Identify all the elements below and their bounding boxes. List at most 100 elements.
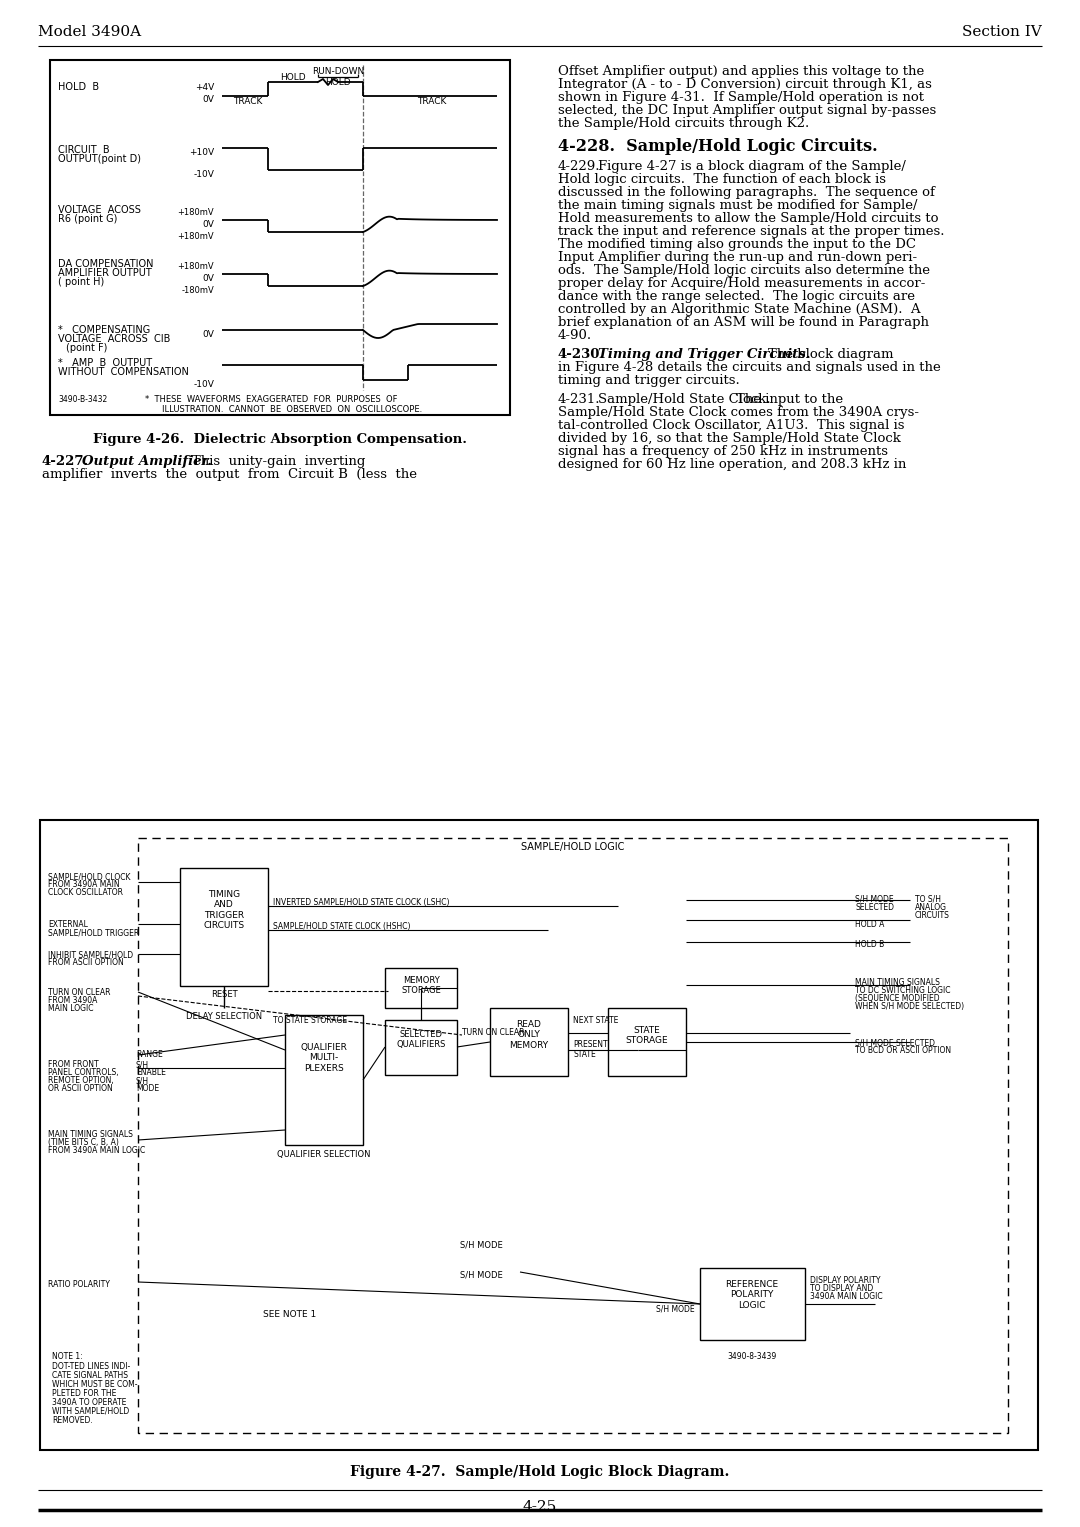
Text: DISPLAY POLARITY: DISPLAY POLARITY bbox=[810, 1277, 880, 1286]
Text: the Sample/Hold circuits through K2.: the Sample/Hold circuits through K2. bbox=[558, 118, 809, 130]
Text: SAMPLE/HOLD TRIGGER: SAMPLE/HOLD TRIGGER bbox=[48, 928, 139, 938]
Text: The modified timing also grounds the input to the DC: The modified timing also grounds the inp… bbox=[558, 238, 916, 250]
Bar bbox=[50, 60, 510, 415]
Text: FROM 3490A: FROM 3490A bbox=[48, 996, 97, 1005]
Text: the main timing signals must be modified for Sample/: the main timing signals must be modified… bbox=[558, 199, 918, 212]
Text: MODE: MODE bbox=[136, 1084, 159, 1093]
Text: divided by 16, so that the Sample/Hold State Clock: divided by 16, so that the Sample/Hold S… bbox=[558, 432, 901, 444]
Text: in Figure 4-28 details the circuits and signals used in the: in Figure 4-28 details the circuits and … bbox=[558, 360, 941, 374]
Text: The input to the: The input to the bbox=[735, 392, 843, 406]
Text: PANEL CONTROLS,: PANEL CONTROLS, bbox=[48, 1067, 119, 1077]
Text: SAMPLE/HOLD STATE CLOCK (HSHC): SAMPLE/HOLD STATE CLOCK (HSHC) bbox=[273, 922, 410, 931]
Text: CIRCUIT  B: CIRCUIT B bbox=[58, 145, 110, 156]
Text: *   AMP  B  OUTPUT: * AMP B OUTPUT bbox=[58, 357, 152, 368]
Bar bbox=[180, 867, 268, 986]
Text: PLETED FOR THE: PLETED FOR THE bbox=[52, 1390, 117, 1399]
Text: (SEQUENCE MODIFIED: (SEQUENCE MODIFIED bbox=[855, 994, 940, 1003]
Text: S/H MODE: S/H MODE bbox=[855, 895, 893, 904]
Text: 4-90.: 4-90. bbox=[558, 328, 592, 342]
Text: track the input and reference signals at the proper times.: track the input and reference signals at… bbox=[558, 224, 945, 238]
Bar bbox=[285, 1015, 363, 1145]
Text: INVERTED SAMPLE/HOLD STATE CLOCK (LSHC): INVERTED SAMPLE/HOLD STATE CLOCK (LSHC) bbox=[273, 898, 449, 907]
Text: TRACK: TRACK bbox=[233, 98, 262, 105]
Bar bbox=[490, 1008, 568, 1077]
Text: READ
ONLY
MEMORY: READ ONLY MEMORY bbox=[510, 1020, 549, 1049]
Text: ANALOG: ANALOG bbox=[915, 902, 947, 912]
Text: SELECTED: SELECTED bbox=[855, 902, 894, 912]
Text: REMOVED.: REMOVED. bbox=[52, 1416, 93, 1425]
Text: +180mV: +180mV bbox=[177, 208, 214, 217]
Bar bbox=[384, 1020, 457, 1075]
Text: PRESENT
STATE: PRESENT STATE bbox=[573, 1040, 608, 1060]
Text: ods.  The Sample/Hold logic circuits also determine the: ods. The Sample/Hold logic circuits also… bbox=[558, 264, 930, 276]
Text: TRACK: TRACK bbox=[417, 98, 447, 105]
Text: Figure 4-27.  Sample/Hold Logic Block Diagram.: Figure 4-27. Sample/Hold Logic Block Dia… bbox=[350, 1464, 730, 1480]
Text: QUALIFIER SELECTION: QUALIFIER SELECTION bbox=[278, 1150, 370, 1159]
Text: amplifier  inverts  the  output  from  Circuit B  (less  the: amplifier inverts the output from Circui… bbox=[42, 467, 417, 481]
Text: +4V: +4V bbox=[194, 82, 214, 92]
Text: R6 (point G): R6 (point G) bbox=[58, 214, 118, 224]
Text: CATE SIGNAL PATHS: CATE SIGNAL PATHS bbox=[52, 1371, 129, 1380]
Text: TO BCD OR ASCII OPTION: TO BCD OR ASCII OPTION bbox=[855, 1046, 951, 1055]
Text: FROM FRONT: FROM FRONT bbox=[48, 1060, 98, 1069]
Text: Model 3490A: Model 3490A bbox=[38, 24, 141, 40]
Text: S/H: S/H bbox=[136, 1077, 149, 1086]
Text: ( point H): ( point H) bbox=[58, 276, 105, 287]
Text: selected, the DC Input Amplifier output signal by-passes: selected, the DC Input Amplifier output … bbox=[558, 104, 936, 118]
Text: Timing and Trigger Circuits.: Timing and Trigger Circuits. bbox=[598, 348, 810, 360]
Text: HOLD A: HOLD A bbox=[855, 919, 885, 928]
Text: 4-228.  Sample/Hold Logic Circuits.: 4-228. Sample/Hold Logic Circuits. bbox=[558, 137, 878, 156]
Text: RATIO POLARITY: RATIO POLARITY bbox=[48, 1280, 110, 1289]
Text: HOLD: HOLD bbox=[280, 73, 306, 82]
Text: -180mV: -180mV bbox=[181, 286, 214, 295]
Text: 0V: 0V bbox=[202, 273, 214, 282]
Bar bbox=[608, 1008, 686, 1077]
Text: -10V: -10V bbox=[193, 380, 214, 389]
Text: 4-231.: 4-231. bbox=[558, 392, 600, 406]
Text: 4-227.: 4-227. bbox=[42, 455, 90, 467]
Text: INHIBIT SAMPLE/HOLD: INHIBIT SAMPLE/HOLD bbox=[48, 950, 133, 959]
Text: 3490-B-3432: 3490-B-3432 bbox=[58, 395, 107, 405]
Text: MEMORY
STORAGE: MEMORY STORAGE bbox=[401, 976, 441, 996]
Text: EXTERNAL: EXTERNAL bbox=[48, 919, 87, 928]
Text: MAIN LOGIC: MAIN LOGIC bbox=[48, 1003, 94, 1012]
Text: Hold logic circuits.  The function of each block is: Hold logic circuits. The function of eac… bbox=[558, 173, 886, 186]
Text: VOLTAGE  ACOSS: VOLTAGE ACOSS bbox=[58, 205, 140, 215]
Text: AMPLIFIER OUTPUT: AMPLIFIER OUTPUT bbox=[58, 269, 152, 278]
Text: Output Amplifier.: Output Amplifier. bbox=[82, 455, 212, 467]
Text: 4-229.: 4-229. bbox=[558, 160, 600, 173]
Text: controlled by an Algorithmic State Machine (ASM).  A: controlled by an Algorithmic State Machi… bbox=[558, 302, 920, 316]
Text: ENABLE: ENABLE bbox=[136, 1067, 166, 1077]
Text: REFERENCE
POLARITY
LOGIC: REFERENCE POLARITY LOGIC bbox=[726, 1280, 779, 1310]
Text: RUN-DOWN: RUN-DOWN bbox=[312, 67, 364, 76]
Text: FROM 3490A MAIN: FROM 3490A MAIN bbox=[48, 880, 120, 889]
Text: NOTE 1:: NOTE 1: bbox=[52, 1351, 83, 1361]
Text: S/H MODE: S/H MODE bbox=[657, 1304, 696, 1313]
Text: SELECTED
QUALIFIERS: SELECTED QUALIFIERS bbox=[396, 1031, 446, 1049]
Text: Offset Amplifier output) and applies this voltage to the: Offset Amplifier output) and applies thi… bbox=[558, 66, 924, 78]
Text: HOLD  B: HOLD B bbox=[58, 82, 99, 92]
Text: TO S/H: TO S/H bbox=[915, 895, 941, 904]
Text: Hold measurements to allow the Sample/Hold circuits to: Hold measurements to allow the Sample/Ho… bbox=[558, 212, 939, 224]
Text: NEXT STATE: NEXT STATE bbox=[573, 1015, 619, 1025]
Text: HOLD B: HOLD B bbox=[855, 941, 885, 948]
Text: Input Amplifier during the run-up and run-down peri-: Input Amplifier during the run-up and ru… bbox=[558, 250, 917, 264]
Text: MAIN TIMING SIGNALS: MAIN TIMING SIGNALS bbox=[855, 977, 940, 986]
Bar bbox=[138, 838, 1008, 1432]
Text: 3490A TO OPERATE: 3490A TO OPERATE bbox=[52, 1399, 126, 1406]
Text: SAMPLE/HOLD CLOCK: SAMPLE/HOLD CLOCK bbox=[48, 872, 131, 881]
Text: FROM 3490A MAIN LOGIC: FROM 3490A MAIN LOGIC bbox=[48, 1145, 145, 1154]
Text: Sample/Hold State Clock comes from the 3490A crys-: Sample/Hold State Clock comes from the 3… bbox=[558, 406, 919, 418]
Text: 4-230.: 4-230. bbox=[558, 348, 605, 360]
Text: dance with the range selected.  The logic circuits are: dance with the range selected. The logic… bbox=[558, 290, 915, 302]
Text: VOLTAGE  ACROSS  CIB: VOLTAGE ACROSS CIB bbox=[58, 334, 171, 344]
Text: TO DC SWITCHING LOGIC: TO DC SWITCHING LOGIC bbox=[855, 986, 950, 996]
Text: Figure 4-27 is a block diagram of the Sample/: Figure 4-27 is a block diagram of the Sa… bbox=[598, 160, 906, 173]
Text: SAMPLE/HOLD LOGIC: SAMPLE/HOLD LOGIC bbox=[522, 841, 624, 852]
Text: 4-25: 4-25 bbox=[523, 1500, 557, 1513]
Text: 0V: 0V bbox=[202, 95, 214, 104]
Text: HOLD: HOLD bbox=[325, 78, 351, 87]
Text: timing and trigger circuits.: timing and trigger circuits. bbox=[558, 374, 740, 386]
Text: *  THESE  WAVEFORMS  EXAGGERATED  FOR  PURPOSES  OF: * THESE WAVEFORMS EXAGGERATED FOR PURPOS… bbox=[145, 395, 397, 405]
Bar bbox=[700, 1267, 805, 1341]
